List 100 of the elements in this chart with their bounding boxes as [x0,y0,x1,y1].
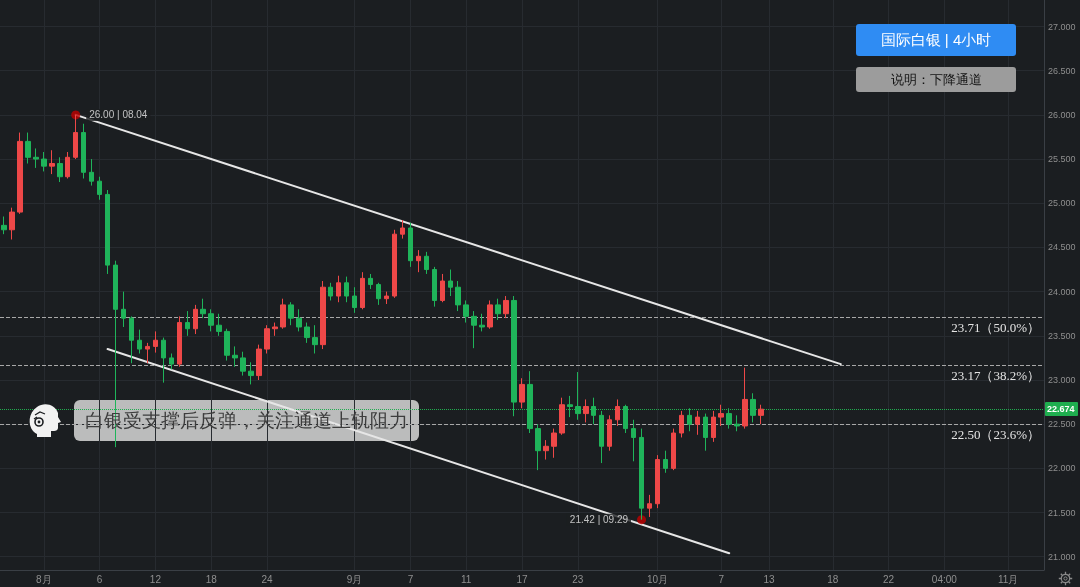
y-tick-label: 23.000 [1048,375,1076,385]
y-tick-label: 24.500 [1048,242,1076,253]
candlestick [49,149,55,175]
candlestick [479,313,485,332]
x-tick-label: 11 [461,573,472,585]
candlestick [400,219,405,240]
candlestick [448,269,453,297]
candlestick [711,410,716,443]
candlestick [583,398,589,423]
x-tick-label: 04:00 [931,573,958,585]
candlestick [105,189,110,275]
candlestick [718,404,724,427]
candlestick [631,419,636,462]
candlestick [161,337,166,384]
candlestick [296,308,302,332]
candlestick [336,275,341,303]
candlestick [193,304,198,335]
candlestick [304,322,310,344]
data-label: 26.00 | 08.04 [89,109,148,121]
candlestick [232,345,238,368]
candlestick [535,423,541,471]
x-tick-label: 8月 [36,573,52,585]
candlestick [503,295,509,319]
candlestick [416,249,421,273]
candlestick [384,291,389,305]
candlestick [455,280,461,312]
candlestick [471,310,477,349]
y-tick-label: 26.500 [1048,65,1076,76]
candlestick [695,410,700,436]
candlestick [352,286,357,314]
candlestick [424,251,429,275]
candlestick [432,266,437,308]
candlestick [97,176,102,201]
candlestick [376,282,381,306]
ref-line-label: 23.17（38.2%） [951,367,1040,383]
y-tick-label: 21.000 [1048,551,1076,562]
candlestick [89,158,94,187]
candlestick [647,494,652,518]
candlestick [519,377,525,409]
ref-line-label: 22.50（23.6%） [951,427,1040,443]
x-tick-label: 10月 [646,573,669,585]
candlestick [599,410,604,464]
y-tick-label: 27.000 [1048,21,1076,32]
candlestick [703,413,708,452]
candlestick [240,351,246,377]
candlestick [487,299,493,330]
candlestick [121,291,126,328]
x-tick-label: 11月 [997,573,1019,585]
candlestick [17,132,23,215]
candlestick [224,328,230,362]
candlestick [1,216,7,235]
candlestick [9,207,15,240]
candlestick [208,308,214,332]
y-tick-label: 21.500 [1048,507,1076,518]
x-tick-label: 17 [516,573,528,585]
candlestick [360,271,365,310]
candlestick [264,324,270,354]
candlestick [328,282,333,301]
candlestick [663,450,668,474]
candlestick [607,414,612,452]
x-tick-label: 18 [205,573,218,585]
candlestick [216,313,222,337]
candlestick [256,344,262,381]
x-tick-label: 9月 [346,573,363,585]
candlestick [734,414,740,432]
data-label: 21.42 | 09.29 [569,514,629,526]
candlestick [185,310,190,337]
x-tick-label: 7 [407,573,414,585]
candlestick [679,410,684,438]
candlestick [655,454,660,509]
candlestick [81,123,86,180]
candlestick [758,404,764,425]
candlestick [368,273,373,290]
x-tick-label: 6 [96,573,103,585]
candlestick [129,315,134,364]
candlestick [41,151,47,172]
candlestick [65,151,70,180]
candlestick [742,367,748,430]
x-tick-label: 12 [149,573,162,585]
candlestick [153,330,158,354]
candlestick [272,322,278,337]
candlestick [177,315,182,368]
candlestick [280,298,286,330]
candlestick [559,397,565,436]
candlestick [320,280,326,350]
candlestick [440,273,445,303]
candlestick [137,329,142,354]
candlestick [495,298,501,321]
y-tick-label: 24.000 [1048,286,1076,297]
x-tick-label: 23 [572,573,584,585]
candlestick [33,147,39,169]
candlestick [200,298,206,319]
candlestick [25,132,31,164]
candlestick [615,398,620,427]
candlestick [392,229,397,299]
x-tick-label: 13 [763,573,776,585]
candlestick [312,324,318,354]
candlestick [248,361,254,385]
candlestick [169,352,174,370]
candlestick [463,299,469,324]
